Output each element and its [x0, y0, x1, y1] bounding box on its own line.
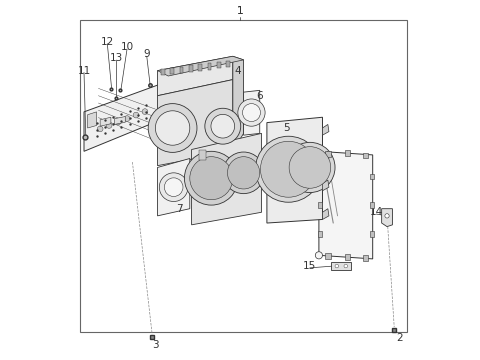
- Circle shape: [159, 173, 188, 202]
- Polygon shape: [115, 117, 125, 125]
- Polygon shape: [87, 112, 96, 128]
- Circle shape: [133, 112, 139, 118]
- Bar: [363, 153, 368, 158]
- Polygon shape: [323, 209, 329, 220]
- Circle shape: [344, 264, 348, 268]
- Circle shape: [211, 114, 235, 138]
- Circle shape: [242, 104, 261, 122]
- Bar: [318, 174, 323, 179]
- Text: 12: 12: [101, 37, 114, 47]
- Polygon shape: [157, 56, 243, 76]
- Circle shape: [315, 252, 323, 259]
- Bar: [363, 255, 368, 261]
- Text: 1: 1: [237, 6, 243, 17]
- Polygon shape: [84, 83, 163, 151]
- Circle shape: [148, 104, 197, 152]
- Text: 2: 2: [396, 333, 403, 343]
- Circle shape: [255, 136, 322, 202]
- Bar: [180, 67, 183, 73]
- Text: 5: 5: [283, 123, 290, 133]
- Text: 9: 9: [144, 49, 150, 59]
- Bar: [370, 174, 374, 179]
- Bar: [227, 61, 230, 67]
- Circle shape: [124, 116, 130, 121]
- Circle shape: [335, 264, 338, 268]
- Polygon shape: [267, 117, 323, 223]
- Polygon shape: [323, 151, 329, 162]
- Circle shape: [97, 126, 103, 132]
- Bar: [325, 253, 331, 259]
- Text: 11: 11: [77, 66, 91, 76]
- Circle shape: [190, 157, 233, 200]
- Text: 14: 14: [370, 207, 383, 217]
- Circle shape: [285, 142, 335, 193]
- Text: 4: 4: [235, 66, 241, 76]
- Circle shape: [315, 151, 323, 158]
- Polygon shape: [323, 125, 329, 135]
- Bar: [170, 68, 174, 74]
- Circle shape: [238, 99, 265, 126]
- Polygon shape: [157, 158, 190, 216]
- Bar: [217, 62, 221, 68]
- Bar: [370, 231, 374, 237]
- Text: 15: 15: [303, 261, 316, 271]
- Text: 6: 6: [256, 91, 263, 101]
- Bar: [208, 63, 211, 69]
- Bar: [345, 254, 350, 260]
- Bar: [325, 151, 331, 157]
- Polygon shape: [157, 56, 233, 96]
- Bar: [318, 231, 323, 237]
- Circle shape: [205, 108, 240, 144]
- Circle shape: [164, 178, 183, 197]
- Polygon shape: [157, 80, 233, 166]
- Bar: [370, 202, 374, 208]
- Polygon shape: [100, 117, 111, 126]
- Text: 7: 7: [176, 204, 182, 214]
- Polygon shape: [233, 56, 243, 151]
- Bar: [198, 64, 202, 71]
- Polygon shape: [323, 180, 329, 191]
- Circle shape: [261, 141, 316, 197]
- Circle shape: [228, 157, 260, 189]
- Circle shape: [156, 111, 190, 145]
- Bar: [199, 149, 206, 160]
- Bar: [81, 21, 407, 332]
- Circle shape: [385, 214, 389, 218]
- Text: 3: 3: [153, 340, 159, 350]
- Text: 1: 1: [237, 6, 243, 17]
- Text: 10: 10: [120, 42, 133, 52]
- Bar: [189, 66, 192, 72]
- Polygon shape: [382, 209, 393, 226]
- Text: 13: 13: [109, 53, 123, 63]
- Circle shape: [106, 123, 112, 129]
- Bar: [318, 202, 323, 208]
- Circle shape: [115, 119, 121, 125]
- Text: 8: 8: [220, 186, 227, 196]
- Circle shape: [142, 109, 148, 114]
- Polygon shape: [319, 151, 372, 259]
- Bar: [161, 69, 165, 75]
- Bar: [345, 150, 350, 156]
- Polygon shape: [192, 134, 262, 225]
- Circle shape: [289, 147, 331, 188]
- Circle shape: [223, 152, 264, 194]
- Circle shape: [184, 151, 238, 205]
- Polygon shape: [332, 262, 351, 270]
- Polygon shape: [243, 90, 260, 135]
